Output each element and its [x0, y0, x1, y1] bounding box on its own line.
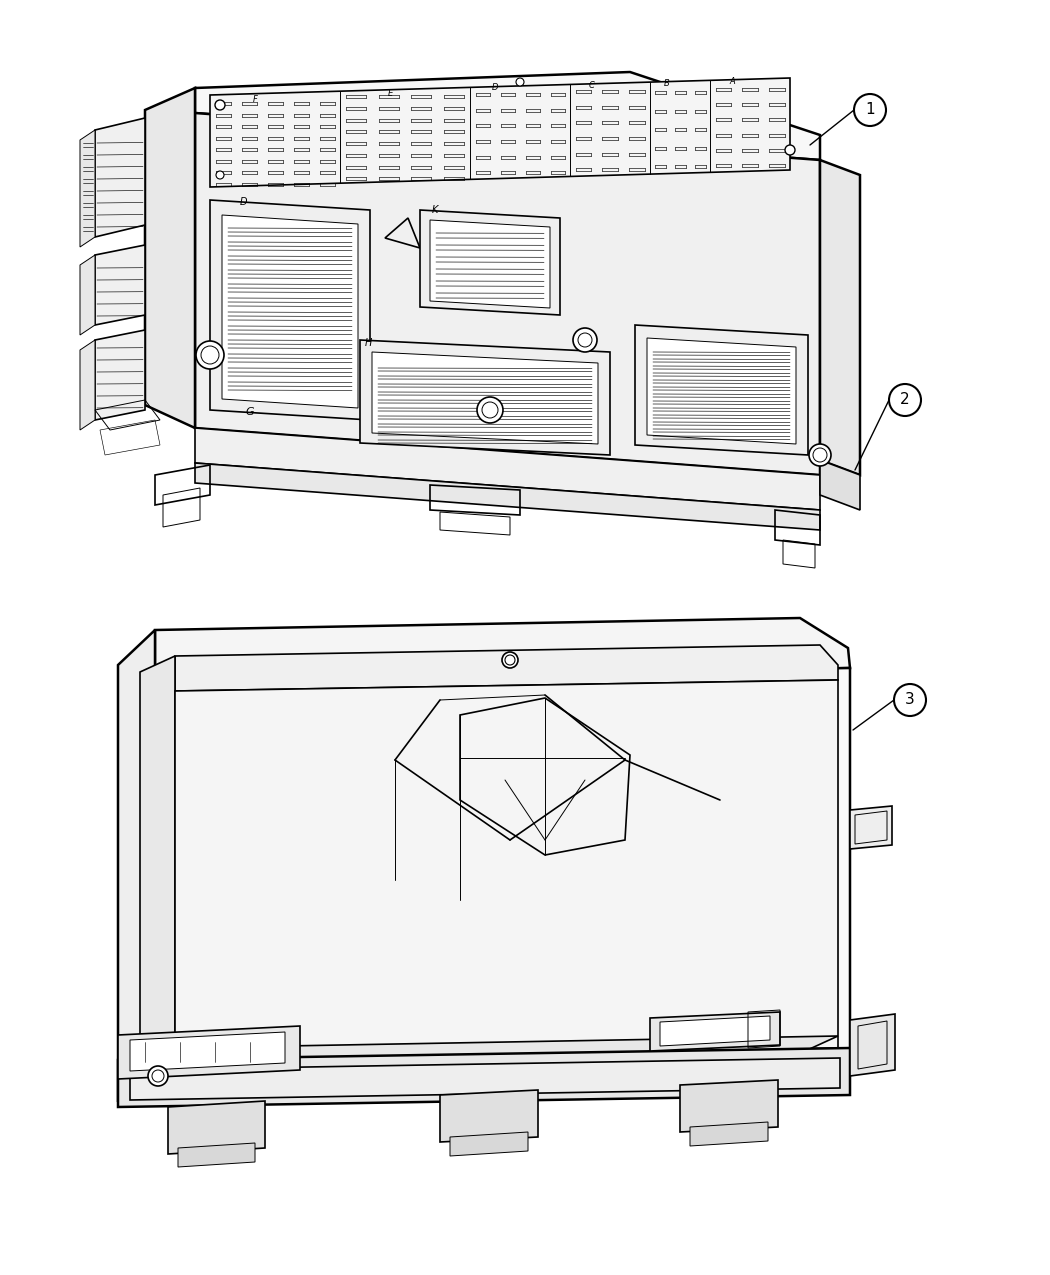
Text: B: B	[664, 79, 670, 88]
Polygon shape	[850, 1014, 895, 1076]
Circle shape	[813, 448, 827, 462]
Polygon shape	[195, 71, 820, 159]
Polygon shape	[94, 245, 145, 325]
Text: E: E	[387, 88, 393, 97]
Circle shape	[216, 171, 224, 179]
Polygon shape	[118, 1048, 851, 1107]
Polygon shape	[118, 1054, 851, 1102]
Polygon shape	[650, 1012, 780, 1051]
Polygon shape	[94, 119, 145, 237]
Polygon shape	[118, 1026, 300, 1079]
Circle shape	[808, 444, 831, 465]
Text: 3: 3	[905, 692, 915, 708]
Polygon shape	[94, 330, 145, 419]
Circle shape	[215, 99, 225, 110]
Text: C: C	[589, 80, 595, 89]
Circle shape	[482, 402, 498, 418]
Circle shape	[573, 328, 597, 352]
Polygon shape	[360, 340, 610, 455]
Text: D: D	[240, 198, 248, 207]
Polygon shape	[660, 1016, 770, 1046]
Polygon shape	[175, 645, 838, 691]
Polygon shape	[420, 210, 560, 315]
Circle shape	[785, 145, 795, 156]
Polygon shape	[635, 325, 808, 455]
Text: A: A	[729, 78, 735, 87]
Circle shape	[578, 333, 592, 347]
Polygon shape	[690, 1122, 768, 1146]
Text: K: K	[432, 205, 439, 215]
Circle shape	[152, 1070, 164, 1082]
Circle shape	[505, 655, 514, 666]
Polygon shape	[80, 340, 94, 430]
Polygon shape	[222, 215, 358, 408]
Polygon shape	[130, 1031, 285, 1071]
Polygon shape	[372, 352, 598, 444]
Polygon shape	[450, 1132, 528, 1156]
Text: D: D	[491, 83, 499, 93]
Polygon shape	[80, 130, 94, 247]
Polygon shape	[850, 806, 892, 849]
Polygon shape	[80, 255, 94, 335]
Circle shape	[502, 652, 518, 668]
Polygon shape	[118, 630, 155, 1102]
Polygon shape	[145, 88, 195, 428]
Polygon shape	[430, 221, 550, 309]
Polygon shape	[140, 1037, 838, 1065]
Polygon shape	[130, 1058, 840, 1100]
Polygon shape	[210, 200, 370, 419]
Polygon shape	[168, 1102, 265, 1154]
Circle shape	[894, 683, 926, 717]
Circle shape	[477, 397, 503, 423]
Polygon shape	[210, 78, 790, 187]
Polygon shape	[820, 159, 860, 476]
Polygon shape	[820, 460, 860, 510]
Polygon shape	[175, 680, 838, 1060]
Circle shape	[854, 94, 886, 126]
Polygon shape	[178, 1142, 255, 1167]
Text: 2: 2	[900, 393, 909, 408]
Polygon shape	[195, 463, 820, 530]
Polygon shape	[155, 618, 850, 680]
Circle shape	[148, 1066, 168, 1086]
Polygon shape	[195, 113, 820, 476]
Polygon shape	[195, 428, 820, 510]
Circle shape	[889, 384, 921, 416]
Text: 1: 1	[865, 102, 875, 117]
Circle shape	[196, 340, 224, 368]
Text: G: G	[245, 407, 254, 417]
Polygon shape	[140, 657, 175, 1065]
Text: F: F	[253, 96, 257, 105]
Circle shape	[516, 78, 524, 85]
Polygon shape	[155, 668, 850, 1067]
Circle shape	[201, 346, 219, 363]
Polygon shape	[647, 338, 796, 444]
Polygon shape	[440, 1090, 538, 1142]
Polygon shape	[680, 1080, 778, 1132]
Text: H: H	[365, 338, 373, 348]
